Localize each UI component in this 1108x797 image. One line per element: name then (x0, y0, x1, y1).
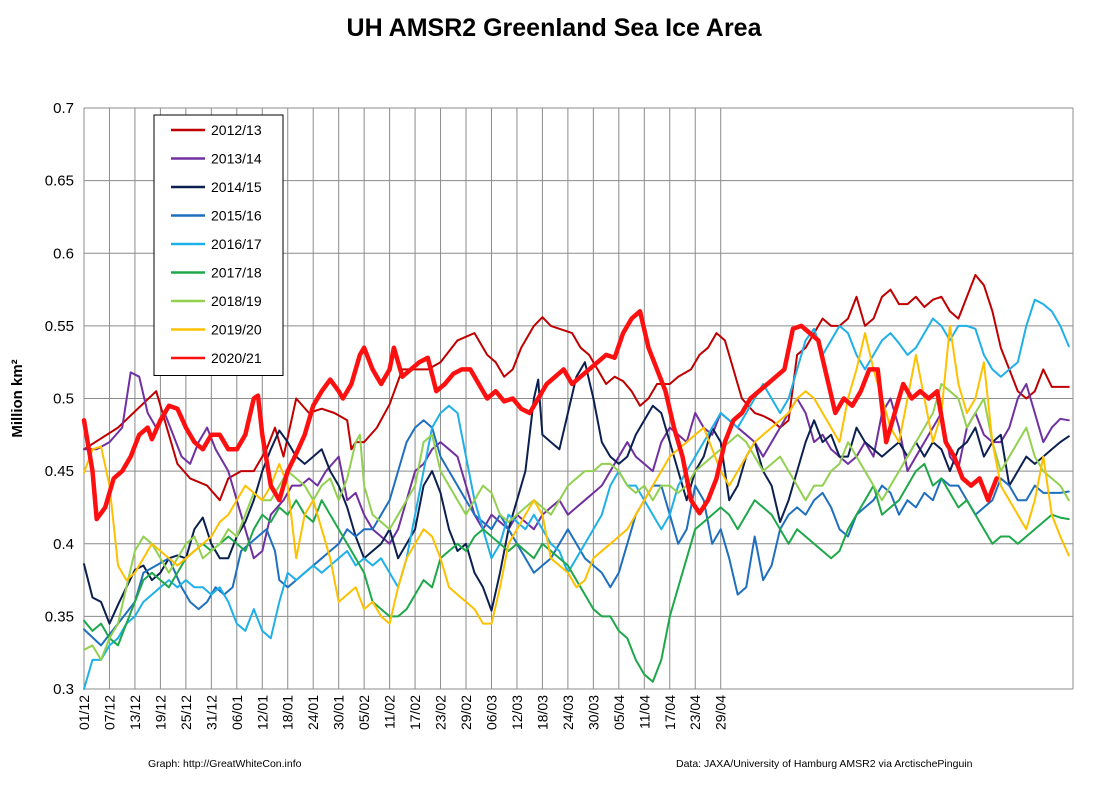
x-tick-label: 13/12 (127, 695, 143, 730)
x-tick-label: 19/12 (152, 695, 168, 730)
legend-label: 2012/13 (211, 122, 262, 138)
legend-label: 2013/14 (211, 151, 262, 167)
y-tick-label: 0.4 (53, 536, 74, 553)
series-line-2018-19 (83, 383, 1070, 661)
x-tick-label: 05/04 (611, 695, 627, 730)
x-tick-label: 06/03 (483, 695, 499, 730)
x-tick-label: 29/02 (458, 695, 474, 730)
x-tick-label: 29/04 (713, 695, 729, 730)
x-tick-label: 23/04 (687, 695, 703, 730)
x-tick-label: 31/12 (203, 695, 219, 730)
series-line-2013-14 (83, 371, 1070, 560)
legend-label: 2020/21 (211, 350, 262, 366)
series-line-2017-18 (83, 462, 1070, 683)
x-tick-label: 12/01 (254, 695, 270, 730)
y-tick-label: 0.7 (53, 100, 74, 117)
x-tick-label: 24/01 (305, 695, 321, 730)
chart-title: UH AMSR2 Greenland Sea Ice Area (346, 14, 762, 42)
legend-label: 2015/16 (211, 208, 262, 224)
x-tick-label: 30/01 (331, 695, 347, 730)
x-tick-label: 23/02 (433, 695, 449, 730)
x-tick-label: 17/04 (662, 695, 678, 730)
x-tick-label: 25/12 (178, 695, 194, 730)
x-tick-label: 24/03 (560, 695, 576, 730)
series-line-2015-16 (83, 419, 1070, 647)
x-tick-label: 18/01 (280, 695, 296, 730)
series-line-2019-20 (83, 324, 1070, 625)
y-tick-label: 0.6 (53, 245, 74, 262)
x-tick-label: 12/03 (509, 695, 525, 730)
x-tick-label: 05/02 (356, 695, 372, 730)
legend-label: 2017/18 (211, 265, 262, 281)
x-tick-label: 11/04 (636, 695, 652, 729)
legend-label: 2018/19 (211, 293, 262, 309)
legend-label: 2019/20 (211, 322, 262, 338)
x-tick-label: 17/02 (407, 695, 423, 730)
x-tick-label: 30/03 (585, 695, 601, 730)
y-tick-label: 0.55 (45, 318, 74, 335)
series-line-2012-13 (83, 274, 1070, 502)
legend-label: 2014/15 (211, 179, 262, 195)
y-tick-label: 0.35 (45, 608, 74, 625)
x-tick-label: 07/12 (101, 695, 117, 730)
series-line-2016-17 (83, 298, 1070, 690)
series-line-2020-21 (81, 309, 999, 522)
y-axis-label: Million km² (9, 359, 26, 437)
x-tick-label: 11/02 (382, 695, 398, 729)
y-tick-label: 0.65 (45, 173, 74, 190)
y-tick-label: 0.45 (45, 463, 74, 480)
footer-source-data: Data: JAXA/University of Hamburg AMSR2 v… (676, 758, 973, 770)
series-line-2014-15 (83, 361, 1070, 625)
x-tick-label: 18/03 (534, 695, 550, 730)
x-tick-label: 01/12 (76, 695, 92, 730)
legend-label: 2016/17 (211, 236, 262, 252)
x-tick-label: 06/01 (229, 695, 245, 730)
y-tick-label: 0.3 (53, 681, 74, 698)
footer-source-graph: Graph: http://GreatWhiteCon.info (148, 758, 302, 770)
y-tick-label: 0.5 (53, 391, 74, 408)
